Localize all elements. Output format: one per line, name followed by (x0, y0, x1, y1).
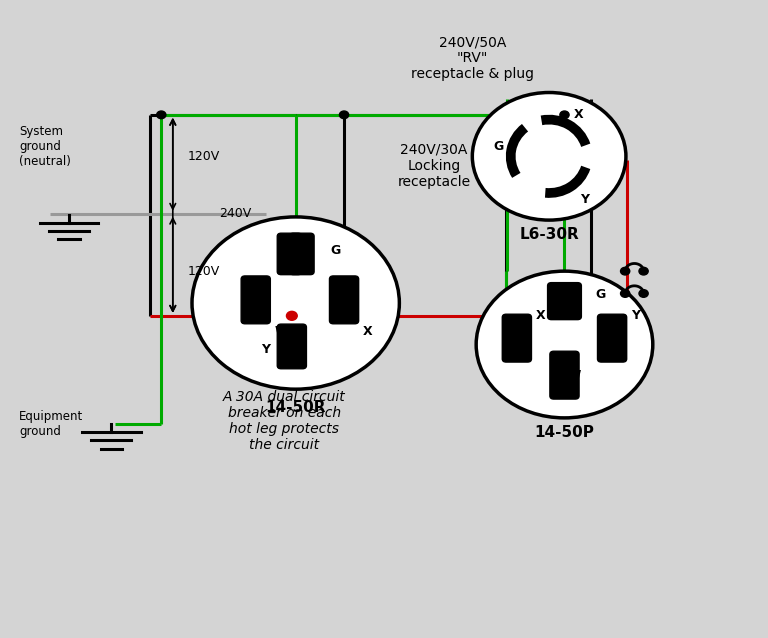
Text: L6-30R: L6-30R (519, 227, 579, 242)
Circle shape (639, 290, 648, 297)
Text: X: X (363, 325, 373, 338)
FancyBboxPatch shape (290, 233, 314, 274)
Circle shape (621, 290, 630, 297)
Text: W: W (568, 370, 581, 380)
Text: 120V: 120V (188, 150, 220, 163)
FancyBboxPatch shape (548, 283, 581, 320)
Text: 120V: 120V (188, 265, 220, 278)
Text: X: X (574, 108, 584, 121)
FancyBboxPatch shape (277, 233, 302, 274)
Text: G: G (330, 244, 340, 257)
Circle shape (472, 93, 626, 220)
FancyBboxPatch shape (277, 324, 306, 369)
Text: A 30A dual circuit
breaker on each
hot leg protects
the circuit: A 30A dual circuit breaker on each hot l… (223, 390, 346, 452)
Circle shape (157, 111, 166, 119)
Text: W: W (275, 325, 289, 338)
Text: 240V/30A
Locking
receptacle: 240V/30A Locking receptacle (397, 143, 471, 189)
Text: 240V: 240V (219, 207, 251, 220)
Text: Y: Y (261, 343, 270, 356)
Circle shape (192, 217, 399, 389)
Circle shape (286, 311, 297, 320)
Text: Equipment
ground: Equipment ground (19, 410, 84, 438)
FancyBboxPatch shape (598, 315, 627, 362)
FancyBboxPatch shape (550, 351, 579, 399)
Circle shape (621, 267, 630, 275)
Text: G: G (494, 140, 504, 153)
Text: 14-50R: 14-50R (266, 399, 326, 415)
Text: System
ground
(neutral): System ground (neutral) (19, 125, 71, 168)
FancyBboxPatch shape (502, 315, 531, 362)
Text: Y: Y (580, 193, 589, 206)
Text: X: X (536, 309, 546, 322)
Circle shape (639, 267, 648, 275)
Circle shape (560, 111, 569, 119)
FancyBboxPatch shape (329, 276, 359, 323)
Text: 14-50P: 14-50P (535, 425, 594, 440)
Text: Y: Y (631, 309, 641, 322)
Circle shape (476, 271, 653, 418)
Circle shape (339, 111, 349, 119)
Text: 240V/50A
"RV"
receptacle & plug: 240V/50A "RV" receptacle & plug (411, 35, 534, 82)
Text: G: G (595, 288, 605, 301)
FancyBboxPatch shape (241, 276, 270, 323)
